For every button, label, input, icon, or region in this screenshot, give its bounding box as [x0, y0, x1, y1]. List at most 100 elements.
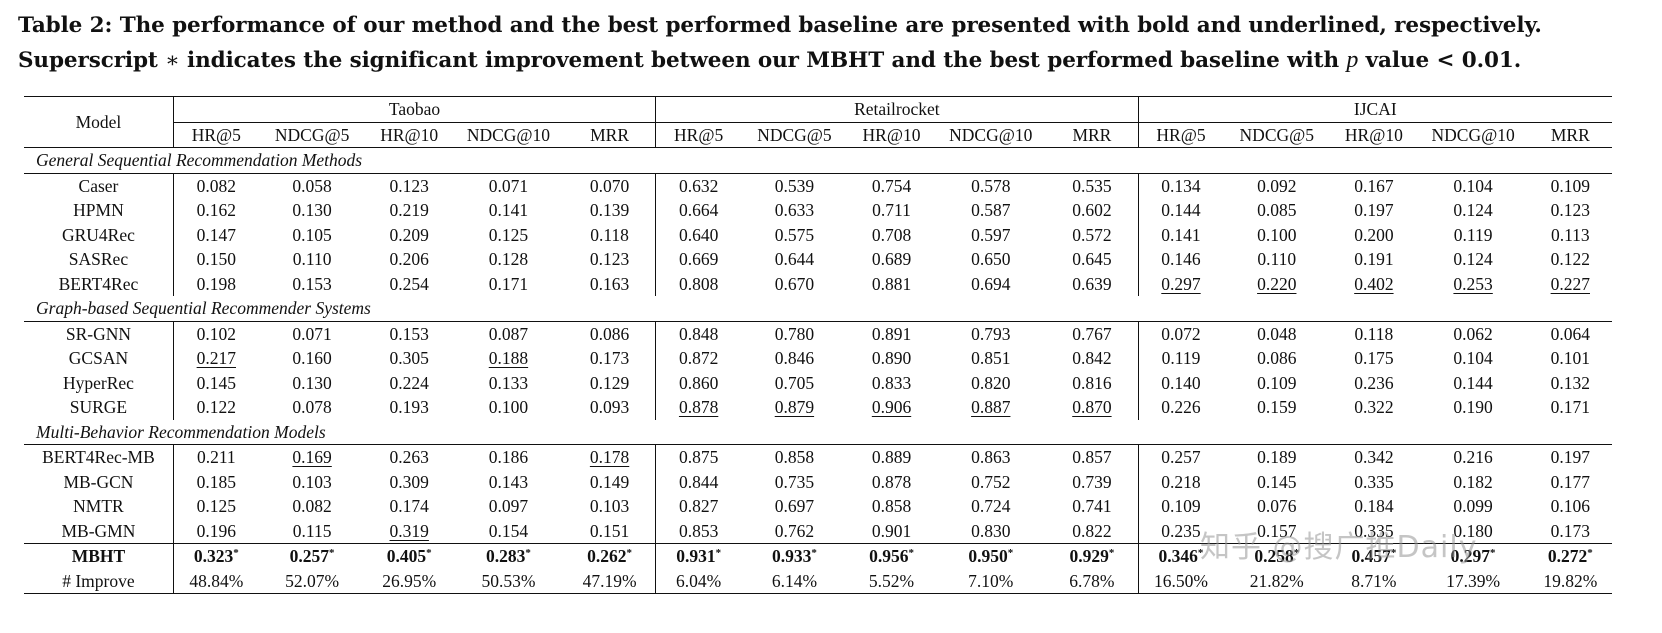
value-text: 0.206 [389, 249, 429, 269]
value-text: 0.887 [971, 397, 1011, 417]
metric-value: 0.402 [1330, 272, 1418, 297]
value-text: 0.833 [871, 372, 912, 393]
metric-value: 0.099 [1418, 494, 1529, 519]
model-name: BERT4Rec [58, 273, 139, 294]
metric-value: 0.793 [935, 321, 1046, 346]
metric-value: 0.197 [1529, 445, 1612, 470]
metric-value: 0.140 [1137, 370, 1224, 395]
metric-value: 0.227 [1529, 272, 1612, 297]
metric-value: 0.109 [1223, 371, 1330, 396]
caption-text: value < 0.01. [1358, 48, 1522, 73]
value-text: 0.827 [678, 496, 719, 516]
value-text: 0.144 [1453, 372, 1493, 393]
value-text: 0.931 [676, 546, 716, 566]
metric-value: 0.134 [1137, 173, 1224, 198]
improve-value: 5.52% [847, 568, 936, 594]
value-text: 0.816 [1072, 372, 1112, 393]
value-text: 0.870 [1072, 397, 1112, 417]
metric-value: 0.889 [848, 445, 936, 470]
value-text: 0.197 [1354, 200, 1394, 220]
value-text: 0.950 [968, 546, 1008, 566]
improve-value: 6.04% [655, 568, 742, 594]
value-text: 0.189 [1257, 447, 1297, 467]
metric-value: 0.071 [259, 321, 366, 346]
value-text: 0.694 [971, 273, 1011, 294]
metric-value: 0.235 [1137, 518, 1224, 544]
value-text: 0.129 [589, 372, 630, 393]
caption-line-2: Superscript ∗ indicates the significant … [18, 43, 1648, 78]
value-text: 0.101 [1550, 348, 1590, 368]
value-text: 0.640 [678, 224, 719, 245]
metric-value: 0.062 [1418, 321, 1529, 346]
metric-value: 0.173 [564, 346, 656, 371]
value-text: 0.211 [196, 447, 236, 467]
value-text: 0.100 [1257, 224, 1297, 245]
value-text: 0.122 [1550, 249, 1590, 269]
metric-value: 0.113 [1529, 223, 1612, 248]
significance-star: * [811, 547, 817, 559]
significance-star: * [1390, 547, 1397, 559]
value-text: 0.209 [389, 224, 429, 245]
value-text: 0.929 [1069, 546, 1109, 566]
metric-value: 0.808 [655, 271, 742, 296]
metric-value: 0.322 [1330, 395, 1418, 420]
metric-value-ours: 0.346* [1137, 543, 1224, 569]
metric-value: 0.206 [365, 247, 453, 272]
metric-value: 0.048 [1223, 321, 1330, 346]
metric-value: 0.115 [258, 518, 366, 544]
metric-value: 0.162 [172, 198, 259, 223]
metric-value: 0.578 [935, 173, 1046, 198]
metric-value: 0.858 [741, 445, 848, 470]
metric-value: 0.147 [172, 222, 259, 247]
metric-value: 0.071 [453, 173, 564, 198]
section-title: Multi-Behavior Recommendation Models [24, 419, 1612, 445]
value-text: 0.190 [1453, 397, 1493, 417]
improve-value: 8.71% [1330, 568, 1418, 594]
metric-value: 0.122 [172, 395, 259, 420]
metric-value: 0.848 [655, 321, 742, 346]
metric-value: 0.072 [1137, 321, 1224, 346]
value-text: 0.104 [1453, 348, 1493, 368]
metric-value: 0.879 [741, 395, 848, 420]
value-text: 0.141 [1161, 224, 1201, 245]
metric-value: 0.110 [1223, 247, 1330, 272]
significance-star: * [1197, 547, 1204, 559]
header-metric: NDCG@5 [741, 122, 848, 148]
metric-value: 0.762 [741, 518, 848, 544]
significance-star: * [329, 547, 335, 559]
metric-value: 0.822 [1046, 518, 1139, 544]
value-text: 0.846 [774, 348, 815, 368]
metric-value: 0.875 [655, 444, 742, 470]
metric-value: 0.143 [453, 470, 564, 495]
metric-value: 0.145 [172, 370, 259, 395]
value-text: 0.697 [774, 496, 815, 516]
metric-value: 0.153 [365, 321, 453, 346]
value-text: 0.115 [292, 520, 332, 541]
value-text: 0.323 [193, 546, 234, 566]
metric-value: 0.118 [564, 223, 656, 248]
value-text: 0.858 [871, 496, 912, 516]
improve-value: 6.78% [1046, 568, 1139, 594]
metric-value: 0.109 [1529, 173, 1612, 198]
metric-value-ours: 0.297* [1418, 544, 1529, 569]
metric-value: 0.305 [365, 346, 453, 371]
table-row-ours: MBHT 0.323* 0.257* 0.405* 0.283* 0.262* 0.931*… [24, 543, 1612, 569]
value-text: 0.644 [774, 249, 815, 269]
value-text: 0.219 [389, 200, 429, 220]
value-text: 0.118 [1354, 323, 1394, 344]
metric-value: 0.118 [1330, 321, 1418, 346]
metric-value: 0.119 [1418, 223, 1529, 248]
metric-value: 0.640 [655, 222, 742, 247]
metric-value: 0.141 [1137, 222, 1224, 247]
value-text: 0.602 [1072, 200, 1112, 220]
header-dataset-ijcai: IJCAI [1137, 96, 1612, 123]
header-metric: HR@10 [1330, 122, 1418, 148]
model-name: GRU4Rec [61, 224, 135, 245]
value-text: 0.402 [1354, 273, 1394, 294]
metric-value: 0.171 [453, 272, 564, 297]
value-text: 0.305 [389, 348, 429, 368]
metric-value: 0.754 [848, 173, 936, 198]
metric-value: 0.219 [365, 198, 453, 223]
significance-star: * [233, 547, 239, 559]
section-row: Graph-based Sequential Recommender Syste… [24, 296, 1612, 322]
